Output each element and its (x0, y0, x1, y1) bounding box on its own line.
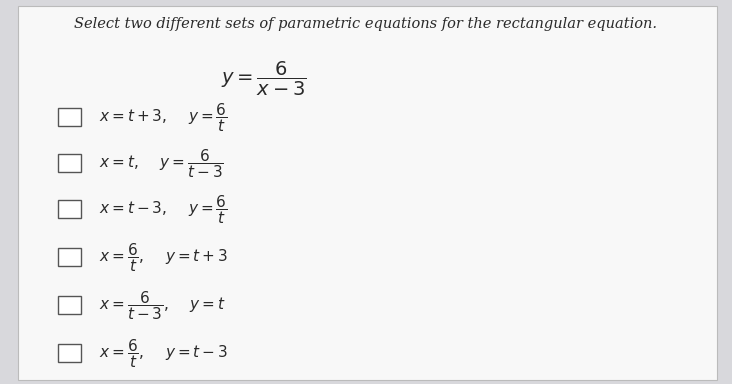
Text: $x = t-3,$$\;$   $y = \dfrac{6}{t}$: $x = t-3,$$\;$ $y = \dfrac{6}{t}$ (99, 193, 228, 226)
Text: $x = \dfrac{6}{t-3},$$\;$   $y = t$: $x = \dfrac{6}{t-3},$$\;$ $y = t$ (99, 289, 226, 322)
Text: $x = t+3,$$\;$   $y = \dfrac{6}{t}$: $x = t+3,$$\;$ $y = \dfrac{6}{t}$ (99, 101, 228, 134)
Bar (58, 296, 81, 314)
Bar (58, 200, 81, 218)
Text: Select two different sets of parametric equations for the rectangular equation.: Select two different sets of parametric … (75, 17, 657, 31)
Bar (58, 248, 81, 266)
Text: $y = \dfrac{6}{x-3}$: $y = \dfrac{6}{x-3}$ (220, 60, 307, 98)
Bar (58, 154, 81, 172)
Bar (58, 344, 81, 362)
Text: $x = \dfrac{6}{t},$$\;$   $y = t+3$: $x = \dfrac{6}{t},$$\;$ $y = t+3$ (99, 241, 228, 274)
Text: $x = t,$$\;$   $y = \dfrac{6}{t-3}$: $x = t,$$\;$ $y = \dfrac{6}{t-3}$ (99, 147, 223, 180)
Text: $x = \dfrac{6}{t},$$\;$   $y = t-3$: $x = \dfrac{6}{t},$$\;$ $y = t-3$ (99, 337, 228, 370)
FancyBboxPatch shape (18, 6, 717, 380)
Bar (58, 108, 81, 126)
